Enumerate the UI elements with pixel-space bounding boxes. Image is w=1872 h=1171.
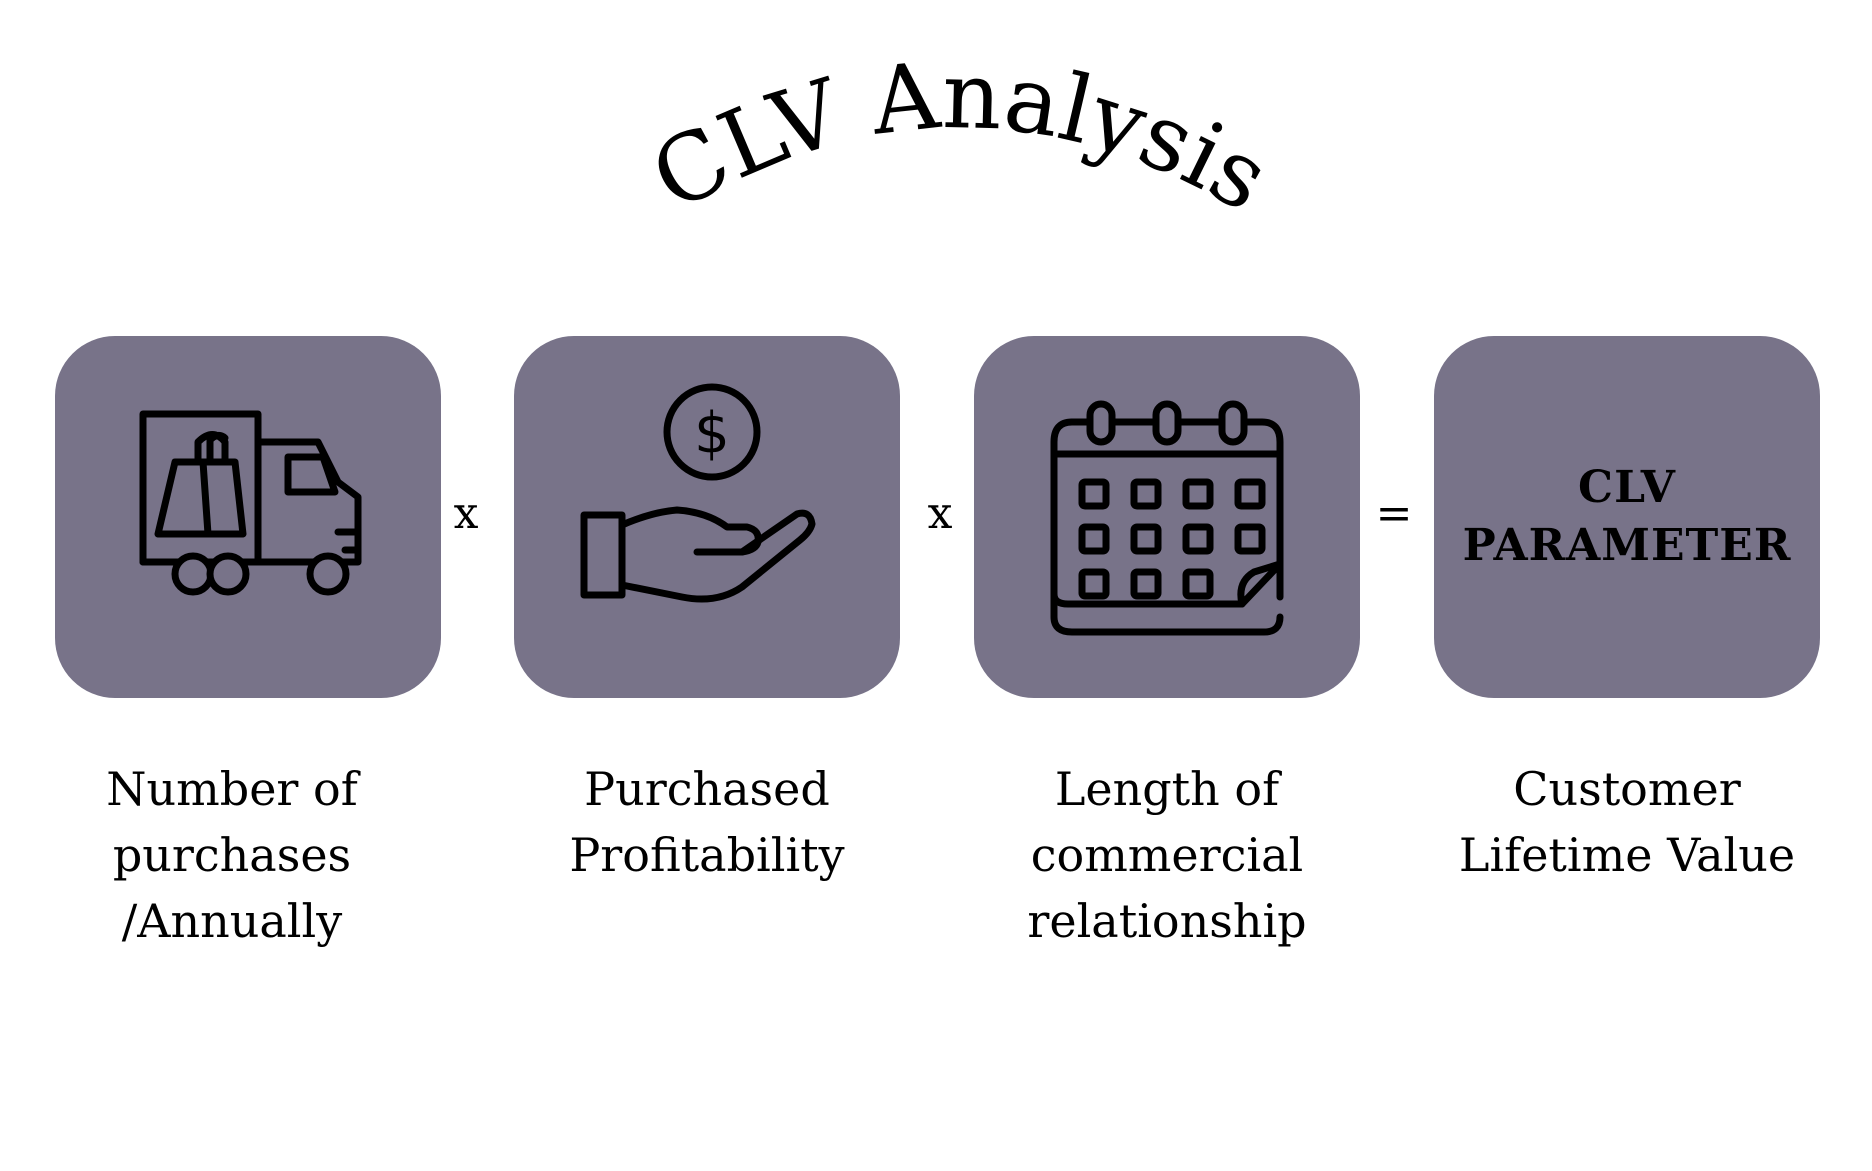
title-graphic: CLV Analysis xyxy=(635,42,1287,232)
calendar-icon xyxy=(1050,400,1284,636)
clv-parameter-label: CLV PARAMETER xyxy=(1462,462,1792,571)
hand-holding-dollar-coin-icon: $ xyxy=(580,383,816,603)
caption-relationship-length: Length of commercial relationship xyxy=(1027,762,1307,948)
multiply-operator: x xyxy=(453,488,479,539)
equals-operator: = xyxy=(1375,488,1413,539)
caption-profitability: Purchased Profitability xyxy=(569,762,845,882)
caption-customer-lifetime-value: Customer Lifetime Value xyxy=(1458,762,1796,882)
delivery-truck-shopping-bag-icon xyxy=(139,410,362,596)
svg-text:$: $ xyxy=(694,401,730,466)
tile-purchases xyxy=(55,336,441,698)
caption-purchases: Number of purchases /Annually xyxy=(106,762,358,948)
page-title: CLV Analysis xyxy=(635,42,1287,232)
multiply-operator: x xyxy=(927,488,953,539)
tile-relationship-length xyxy=(974,336,1360,698)
tile-profitability: $ xyxy=(514,336,900,698)
tile-clv-parameter: CLV PARAMETER xyxy=(1434,336,1820,698)
